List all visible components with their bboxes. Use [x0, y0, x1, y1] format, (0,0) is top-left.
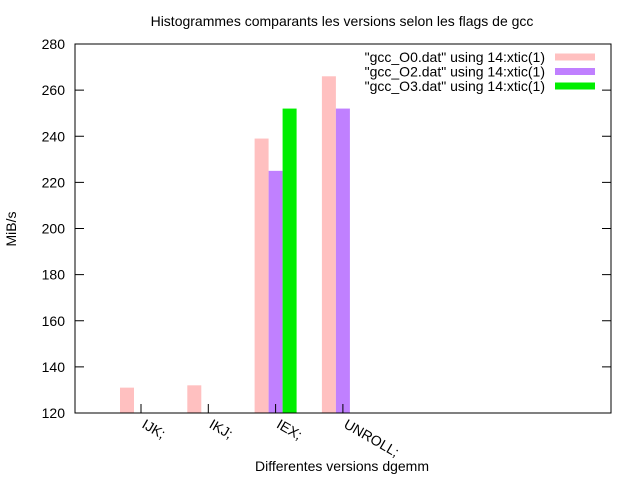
legend: "gcc_O0.dat" using 14:xtic(1)"gcc_O2.dat…	[365, 49, 595, 94]
x-tick-label: IEX;	[274, 416, 305, 443]
bar-2-3	[268, 170, 283, 413]
legend-label-1: "gcc_O0.dat" using 14:xtic(1)	[365, 49, 545, 65]
chart-title: Histogrammes comparants les versions sel…	[151, 13, 534, 29]
plot-frame	[74, 43, 612, 414]
bars-layer	[120, 76, 350, 413]
y-axis-label: MiB/s	[3, 212, 19, 247]
y-tick-label: 120	[42, 405, 66, 421]
y-tick-label: 180	[42, 267, 66, 283]
x-axis-label: Differentes versions dgemm	[255, 458, 429, 474]
legend-swatch-3	[555, 82, 595, 90]
bar-1-1	[120, 387, 134, 413]
y-tick-label: 260	[42, 82, 66, 98]
legend-label-3: "gcc_O3.dat" using 14:xtic(1)	[365, 78, 545, 94]
x-tick-label: IKJ;	[207, 416, 236, 442]
y-tick-label: 140	[42, 359, 66, 375]
y-tick-label: 280	[42, 36, 66, 52]
legend-label-2: "gcc_O2.dat" using 14:xtic(1)	[365, 64, 545, 80]
bar-1-3	[254, 138, 269, 413]
bar-1-2	[187, 385, 202, 413]
legend-swatch-1	[555, 53, 595, 61]
y-axis-ticks: 120 140 160 180 200 220 240 260 280	[42, 36, 611, 421]
x-tick-label: UNROLL;	[341, 416, 402, 460]
y-tick-label: 240	[42, 128, 66, 144]
y-tick-label: 220	[42, 174, 66, 190]
legend-swatch-2	[555, 68, 595, 75]
bar-3-3	[282, 108, 297, 413]
y-tick-label: 160	[42, 313, 66, 329]
bar-2-4	[335, 108, 350, 413]
bar-1-4	[321, 76, 336, 413]
x-tick-label: IJK;	[140, 416, 169, 442]
y-tick-label: 200	[42, 221, 66, 237]
